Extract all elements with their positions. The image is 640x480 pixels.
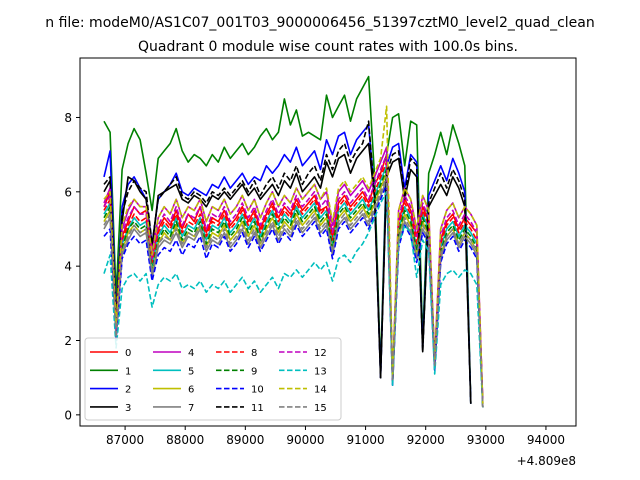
legend-label-6: 6 bbox=[188, 385, 194, 396]
legend-label-5: 5 bbox=[188, 366, 194, 377]
series-line-14 bbox=[103, 105, 484, 404]
x-tick-label: 94000 bbox=[527, 433, 565, 447]
legend-label-13: 13 bbox=[314, 366, 327, 377]
y-tick-label: 6 bbox=[64, 185, 72, 199]
series-line-9 bbox=[103, 168, 484, 408]
series-line-11 bbox=[103, 120, 472, 404]
legend-label-12: 12 bbox=[314, 348, 327, 359]
legend-label-3: 3 bbox=[125, 403, 131, 414]
series-line-10 bbox=[103, 183, 484, 408]
y-tick-label: 4 bbox=[64, 260, 72, 274]
y-tick-label: 0 bbox=[64, 408, 72, 422]
x-axis: 87000 88000 89000 90000 91000 92000 93000 94000 bbox=[106, 426, 565, 447]
series-line-3 bbox=[103, 142, 472, 404]
legend-label-0: 0 bbox=[125, 348, 131, 359]
chart-title: Quadrant 0 module wise count rates with … bbox=[138, 39, 518, 55]
legend-label-8: 8 bbox=[251, 348, 257, 359]
x-tick-label: 88000 bbox=[166, 433, 204, 447]
figure-suptitle: n file: modeM0/AS1C07_001T03_9000006456_… bbox=[45, 15, 594, 31]
legend-label-11: 11 bbox=[251, 403, 264, 414]
y-axis: 0 2 4 6 8 bbox=[64, 111, 80, 422]
legend-label-4: 4 bbox=[188, 348, 194, 359]
x-tick-label: 93000 bbox=[467, 433, 505, 447]
legend-label-2: 2 bbox=[125, 385, 131, 396]
x-tick-label: 91000 bbox=[346, 433, 384, 447]
x-tick-label: 89000 bbox=[226, 433, 264, 447]
legend-label-14: 14 bbox=[314, 385, 327, 396]
x-tick-label: 92000 bbox=[407, 433, 445, 447]
series-line-13 bbox=[103, 191, 484, 408]
y-tick-label: 8 bbox=[64, 111, 72, 125]
x-tick-label: 90000 bbox=[286, 433, 324, 447]
x-tick-label: 87000 bbox=[106, 433, 144, 447]
plot-frame bbox=[79, 57, 577, 427]
x-offset-label: +4.809e8 bbox=[517, 454, 576, 468]
legend-label-7: 7 bbox=[188, 403, 194, 414]
legend-label-15: 15 bbox=[314, 403, 327, 414]
series-layer bbox=[103, 75, 484, 408]
series-line-8 bbox=[103, 161, 484, 408]
series-line-15 bbox=[103, 176, 484, 408]
legend-frame bbox=[84, 337, 342, 421]
series-line-12 bbox=[103, 153, 484, 404]
series-line-1 bbox=[103, 75, 472, 404]
legend-label-1: 1 bbox=[125, 366, 131, 377]
legend-label-10: 10 bbox=[251, 385, 264, 396]
y-tick-label: 2 bbox=[64, 334, 72, 348]
legend-label-9: 9 bbox=[251, 366, 257, 377]
